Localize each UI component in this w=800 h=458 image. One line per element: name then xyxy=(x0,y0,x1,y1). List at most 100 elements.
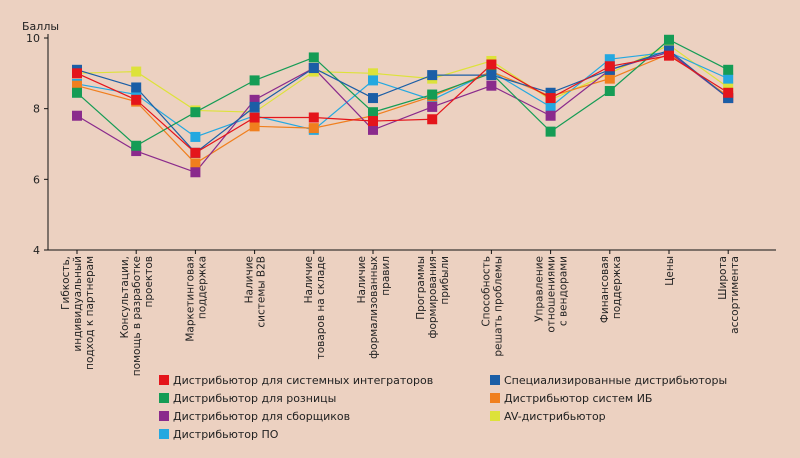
data-point xyxy=(72,110,82,121)
x-category-label-line: Финансовая xyxy=(599,256,611,323)
data-point xyxy=(368,75,378,86)
x-category-label-line: индивидуальный xyxy=(72,256,84,352)
legend-swatch xyxy=(159,393,169,403)
data-point xyxy=(664,45,674,56)
data-point xyxy=(427,89,438,100)
y-tick-label: 4 xyxy=(33,244,40,257)
y-axis-label: Баллы xyxy=(22,20,59,33)
x-category-label-line: проектов xyxy=(143,256,155,308)
x-category-label-line: правил xyxy=(380,256,392,296)
data-point xyxy=(308,112,319,123)
x-category-label-line: отношениями xyxy=(546,256,558,333)
legend-label: Дистрибьютор систем ИБ xyxy=(504,392,652,405)
data-point xyxy=(664,40,674,51)
data-point xyxy=(131,82,142,93)
x-category-label: Управление отношениями с вендорами xyxy=(534,256,570,333)
x-category-label: Способность решать проблемы xyxy=(480,256,504,357)
x-category-label: Наличие системы B2B xyxy=(244,256,268,328)
x-category-label-line: ассортимента xyxy=(729,256,741,334)
data-point xyxy=(604,73,615,84)
data-point xyxy=(545,87,556,98)
data-point xyxy=(190,158,201,169)
x-category-label-line: товаров на складе xyxy=(315,256,327,359)
legend-swatch xyxy=(159,411,169,421)
data-point xyxy=(308,52,319,63)
data-point xyxy=(131,146,142,157)
legend-swatch xyxy=(490,393,500,403)
data-point xyxy=(368,116,378,127)
data-point xyxy=(427,114,438,125)
x-category-label-line: Консультации, xyxy=(119,256,131,338)
x-category-label: Наличие формализованных правил xyxy=(356,256,392,359)
x-category-label-line: Способность xyxy=(480,256,492,327)
x-category-label-line: поддержка xyxy=(196,256,208,319)
data-point xyxy=(249,121,260,132)
data-point xyxy=(72,87,82,98)
legend-label: Дистрибьютор для сборщиков xyxy=(173,410,350,423)
series-line xyxy=(76,39,729,147)
data-point xyxy=(190,131,201,142)
x-category-label: Программы формирования прибыли xyxy=(415,256,451,339)
data-point xyxy=(190,107,201,118)
legend-label: Дистрибьютор для системных интеграторов xyxy=(173,374,433,387)
data-point xyxy=(604,61,615,72)
data-point xyxy=(486,59,497,70)
data-point xyxy=(427,101,438,112)
x-category-label-line: Цены xyxy=(664,256,676,286)
x-category-label-line: подход к партнерам xyxy=(84,256,96,370)
x-category-label: Цены xyxy=(664,256,676,286)
data-point xyxy=(545,110,556,121)
data-point xyxy=(72,80,82,91)
y-tick-label: 8 xyxy=(33,103,40,116)
legend-swatch xyxy=(490,411,500,421)
legend-swatch xyxy=(159,375,169,385)
legend-swatch xyxy=(490,375,500,385)
x-category-label-line: прибыли xyxy=(439,256,451,305)
x-category-label-line: Программы xyxy=(415,256,427,320)
x-category-label-line: поддержка xyxy=(611,256,623,319)
x-category-label-line: формализованных xyxy=(368,256,380,359)
x-category-label-line: Наличие xyxy=(356,256,368,303)
y-tick-label: 10 xyxy=(26,32,40,45)
x-category-label-line: Наличие xyxy=(244,256,256,303)
x-category-label: Наличие товаров на складе xyxy=(303,256,327,359)
data-point xyxy=(190,147,201,158)
data-point xyxy=(368,124,378,135)
data-point xyxy=(723,93,734,104)
legend-label: Дистрибьютор для розницы xyxy=(173,392,336,405)
series-line xyxy=(76,51,729,138)
data-point xyxy=(664,34,674,45)
x-category-label: Финансовая поддержка xyxy=(599,256,623,323)
data-point xyxy=(723,82,734,93)
data-point xyxy=(545,101,556,112)
data-point xyxy=(486,70,497,81)
data-point xyxy=(72,68,82,79)
x-category-label-line: решать проблемы xyxy=(492,256,504,357)
series-line xyxy=(76,55,729,154)
data-point xyxy=(545,93,556,104)
x-category-label-line: формирования xyxy=(427,256,439,339)
data-point xyxy=(131,66,142,77)
data-point xyxy=(131,140,142,151)
y-tick-label: 6 xyxy=(33,173,40,186)
x-category-label: Гибкость, индивидуальный подход к партнера… xyxy=(60,256,96,370)
data-point xyxy=(368,68,378,79)
x-category-label: Маркетинговая поддержка xyxy=(184,256,208,342)
data-point xyxy=(249,101,260,112)
legend-swatch xyxy=(159,429,169,439)
data-point xyxy=(131,94,142,105)
series-line xyxy=(76,49,729,154)
data-point xyxy=(249,112,260,123)
data-point xyxy=(427,70,438,81)
x-category-label-line: Гибкость, xyxy=(60,256,72,310)
data-point xyxy=(604,54,615,65)
x-category-label-line: системы B2B xyxy=(256,256,268,328)
x-category-label-line: Управление xyxy=(534,256,546,322)
data-point xyxy=(131,89,142,100)
x-category-label-line: Широта xyxy=(717,256,729,300)
x-category-label-line: Маркетинговая xyxy=(184,256,196,342)
series-line xyxy=(76,44,729,113)
legend-label: Дистрибьютор ПО xyxy=(173,428,279,441)
data-point xyxy=(723,64,734,75)
